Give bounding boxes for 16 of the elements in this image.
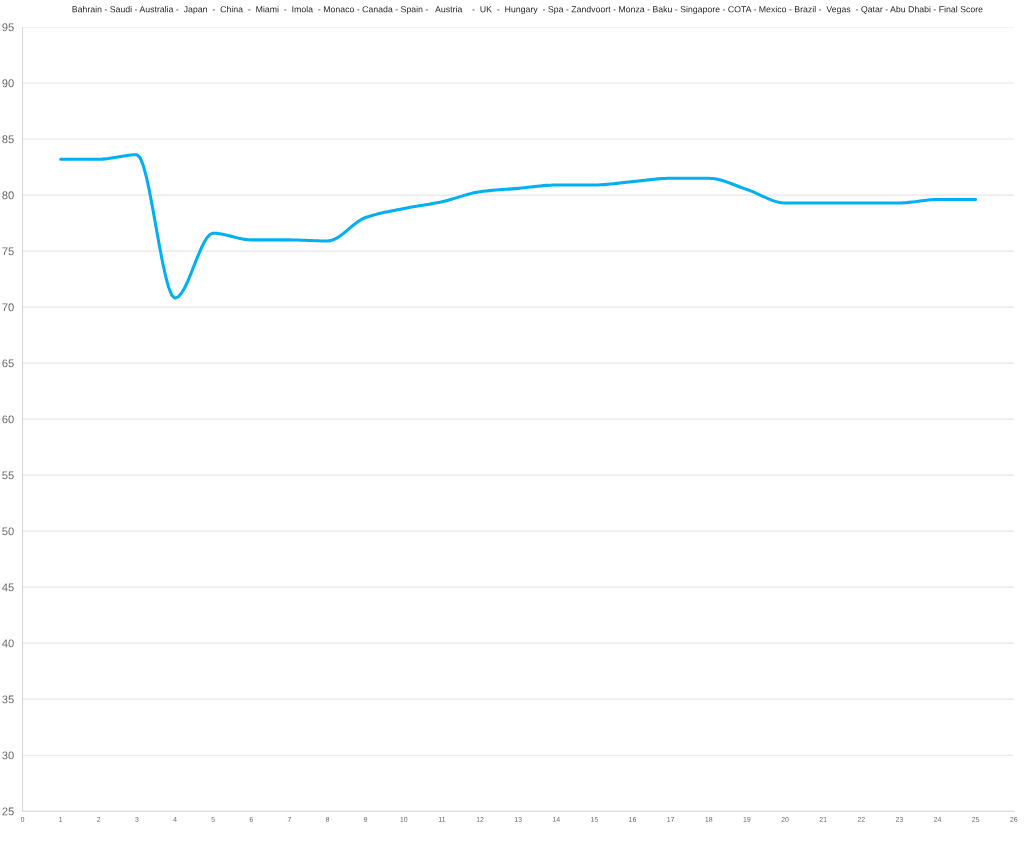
y-tick-label: 30 [2,751,14,760]
y-tick-label: 90 [2,79,14,88]
chart-title: Bahrain - Saudi - Australia - Japan - China - Miami - Imola - Monaco - Canada - Spain - Austria - UK - Hungary - Spa - Zandvoort - Monza - Baku - Singapore - COTA - Mexico - Brazil - Vegas - Qatar - Abu Dhabi - Final Score [72,5,983,15]
y-tick-label: 50 [2,527,14,536]
y-tick-label: 40 [2,639,14,648]
y-tick-label: 60 [2,415,14,424]
y-tick-label: 80 [2,191,14,200]
y-tick-label: 35 [2,695,14,704]
y-tick-label: 70 [2,303,14,312]
y-tick-label: 85 [2,135,14,144]
y-tick-label: 95 [2,23,14,32]
y-tick-label: 55 [2,471,14,480]
y-tick-label: 45 [2,583,14,592]
y-tick-label: 65 [2,359,14,368]
y-tick-label: 75 [2,247,14,256]
y-tick-label: 25 [2,807,14,816]
